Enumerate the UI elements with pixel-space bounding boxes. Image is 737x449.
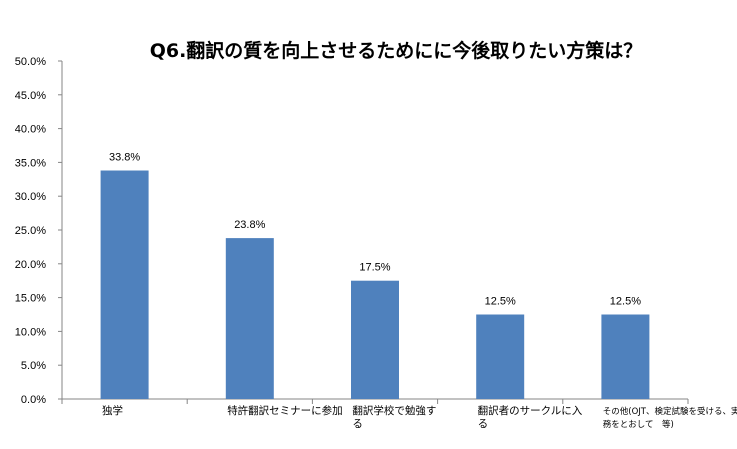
bar	[351, 280, 399, 399]
bar	[100, 170, 149, 399]
data-label: 33.8%	[109, 152, 140, 164]
data-label: 12.5%	[485, 296, 516, 308]
y-tick-label: 10.0%	[15, 326, 46, 338]
bar	[476, 314, 525, 399]
category-label: る	[478, 418, 489, 430]
category-label: その他(OJT、検定試験を受ける、実	[603, 406, 737, 417]
category-label: 独学	[102, 404, 123, 417]
category-label: 務をとおして 等)	[603, 419, 674, 430]
bars	[100, 170, 650, 399]
y-tick-label: 35.0%	[15, 157, 46, 169]
y-tick-label: 45.0%	[15, 90, 46, 102]
y-tick-label: 0.0%	[21, 394, 46, 406]
y-tick-label: 50.0%	[15, 56, 46, 68]
bar	[225, 238, 274, 399]
y-axis: 0.0% 5.0% 10.0% 15.0% 20.0% 25.0% 30.0% 35.0% 40…	[15, 56, 63, 406]
category-labels: 独学 特許翻訳セミナーに参加 翻訳学校で勉強する翻訳者のサークルに入るその他(OJT…	[102, 404, 737, 430]
chart-title: Q6.翻訳の質を向上させるためにに今後取りたい方策は？	[150, 39, 643, 62]
y-tick-label: 20.0%	[15, 259, 46, 271]
data-labels: 33.8% 23.8% 17.5% 12.5% 12.5%	[109, 152, 641, 308]
x-axis	[61, 398, 689, 404]
y-tick-label: 25.0%	[15, 225, 46, 237]
data-label: 12.5%	[610, 296, 641, 308]
y-tick-label: 30.0%	[15, 191, 46, 203]
category-label: る	[352, 418, 363, 430]
data-label: 17.5%	[359, 262, 390, 274]
y-tick-label: 40.0%	[15, 124, 46, 136]
category-label: 特許翻訳セミナーに参加	[227, 404, 343, 417]
category-label: 翻訳学校で勉強す	[352, 404, 436, 417]
bar	[601, 314, 650, 399]
category-label: 翻訳者のサークルに入	[478, 404, 583, 417]
y-tick-label: 15.0%	[15, 293, 46, 305]
y-tick-label: 5.0%	[21, 360, 46, 372]
data-label: 23.8%	[234, 219, 265, 231]
